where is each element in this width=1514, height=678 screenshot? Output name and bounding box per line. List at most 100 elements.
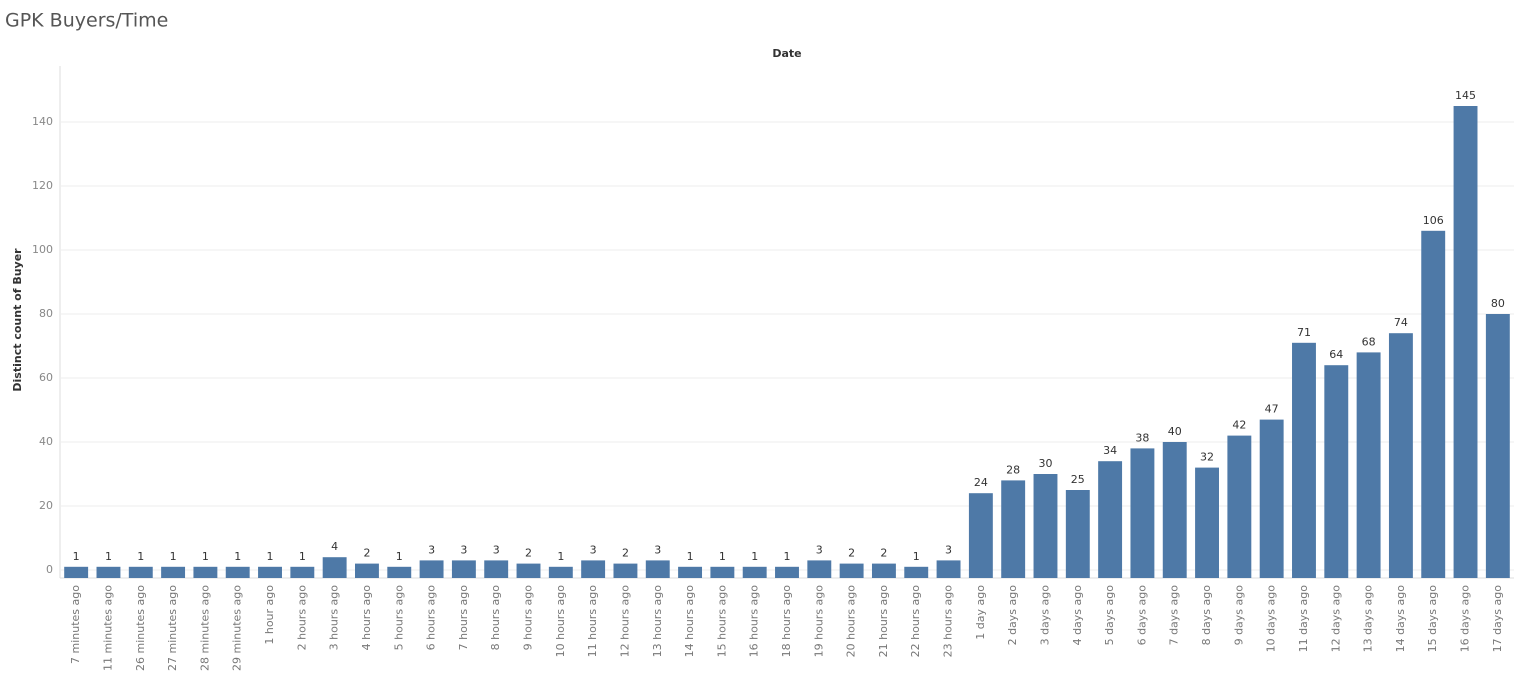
- x-tick-label: 3 days ago: [1038, 585, 1051, 646]
- bar: [96, 566, 121, 578]
- bar: [355, 563, 379, 578]
- bar: [387, 566, 412, 578]
- y-tick-label: 40: [39, 435, 53, 448]
- bar: [1485, 314, 1510, 578]
- value-label: 1: [687, 550, 694, 563]
- x-tick-label: 17 days ago: [1491, 585, 1504, 653]
- value-label: 47: [1265, 403, 1279, 416]
- bar: [161, 566, 186, 578]
- x-axis-title: Date: [772, 47, 801, 60]
- x-tick-label: 1 day ago: [974, 585, 987, 640]
- x-tick-label: 11 minutes ago: [101, 585, 114, 671]
- bar: [1033, 474, 1058, 578]
- bar: [484, 560, 509, 578]
- bar: [419, 560, 444, 578]
- bar: [1292, 342, 1316, 578]
- value-label: 74: [1394, 316, 1408, 329]
- x-tick-label: 5 hours ago: [392, 585, 405, 651]
- bar: [1324, 365, 1349, 578]
- bar: [871, 563, 896, 578]
- value-label: 28: [1006, 463, 1020, 476]
- value-label: 3: [590, 543, 597, 556]
- value-label: 2: [525, 547, 532, 560]
- bar: [1130, 448, 1155, 578]
- x-tick-label: 10 hours ago: [554, 585, 567, 658]
- x-tick-label: 12 hours ago: [618, 585, 631, 658]
- value-label: 1: [299, 550, 306, 563]
- value-label: 80: [1491, 297, 1505, 310]
- bar: [1388, 333, 1413, 578]
- chart-title: GPK Buyers/Time: [5, 10, 168, 32]
- bar: [64, 566, 89, 578]
- bar: [1162, 442, 1187, 578]
- value-label: 4: [331, 540, 338, 553]
- bar: [1259, 419, 1284, 578]
- bar: [516, 563, 541, 578]
- value-label: 1: [202, 550, 209, 563]
- value-label: 1: [784, 550, 791, 563]
- value-label: 64: [1329, 348, 1343, 361]
- bar: [1227, 435, 1252, 578]
- bar: [1001, 480, 1026, 578]
- y-axis-title: Distinct count of Buyer: [11, 248, 24, 392]
- value-label: 3: [428, 543, 435, 556]
- value-label: 2: [880, 547, 887, 560]
- y-tick-label: 20: [39, 499, 53, 512]
- x-tick-label: 3 hours ago: [328, 585, 341, 651]
- bar: [322, 557, 347, 578]
- bar: [742, 566, 767, 578]
- x-tick-label: 9 days ago: [1232, 585, 1245, 646]
- bar: [613, 563, 638, 578]
- bar: [258, 566, 282, 578]
- x-tick-label: 14 hours ago: [683, 585, 696, 658]
- y-tick-label: 80: [39, 307, 53, 320]
- bar: [710, 566, 735, 578]
- value-label: 42: [1232, 419, 1246, 432]
- value-label: 1: [170, 550, 177, 563]
- x-tick-label: 4 hours ago: [360, 585, 373, 651]
- x-tick-label: 2 hours ago: [295, 585, 308, 651]
- x-tick-label: 8 hours ago: [489, 585, 502, 651]
- x-tick-label: 6 days ago: [1135, 585, 1148, 646]
- x-tick-label: 6 hours ago: [425, 585, 438, 651]
- bar: [1098, 461, 1123, 578]
- bar: [678, 566, 703, 578]
- value-label: 40: [1168, 425, 1182, 438]
- value-label: 24: [974, 476, 988, 489]
- value-label: 1: [396, 550, 403, 563]
- x-tick-label: 20 hours ago: [845, 585, 858, 658]
- bar: [839, 563, 864, 578]
- x-tick-label: 16 hours ago: [748, 585, 761, 658]
- value-label: 2: [622, 547, 629, 560]
- value-label: 1: [267, 550, 274, 563]
- value-label: 3: [945, 543, 952, 556]
- x-tick-label: 12 days ago: [1329, 585, 1342, 653]
- bar: [968, 493, 993, 578]
- value-label: 1: [137, 550, 144, 563]
- bar: [1065, 490, 1090, 578]
- x-tick-label: 7 days ago: [1168, 585, 1181, 646]
- value-label: 1: [105, 550, 112, 563]
- x-tick-label: 21 hours ago: [877, 585, 890, 658]
- value-label: 1: [557, 550, 564, 563]
- value-label: 34: [1103, 444, 1117, 457]
- y-tick-label: 100: [32, 243, 53, 256]
- value-label: 1: [913, 550, 920, 563]
- bar: [128, 566, 153, 578]
- x-tick-label: 4 days ago: [1071, 585, 1084, 646]
- bar: [775, 566, 799, 578]
- bar: [645, 560, 670, 578]
- bar: [193, 566, 218, 578]
- x-tick-label: 22 hours ago: [909, 585, 922, 658]
- x-tick-label: 10 days ago: [1265, 585, 1278, 653]
- value-label: 71: [1297, 326, 1311, 339]
- value-label: 68: [1362, 335, 1376, 348]
- value-label: 1: [234, 550, 241, 563]
- value-label: 25: [1071, 473, 1085, 486]
- value-label: 3: [460, 543, 467, 556]
- x-tick-label: 11 hours ago: [586, 585, 599, 658]
- y-tick-label: 60: [39, 371, 53, 384]
- x-tick-label: 8 days ago: [1200, 585, 1213, 646]
- value-label: 30: [1038, 457, 1052, 470]
